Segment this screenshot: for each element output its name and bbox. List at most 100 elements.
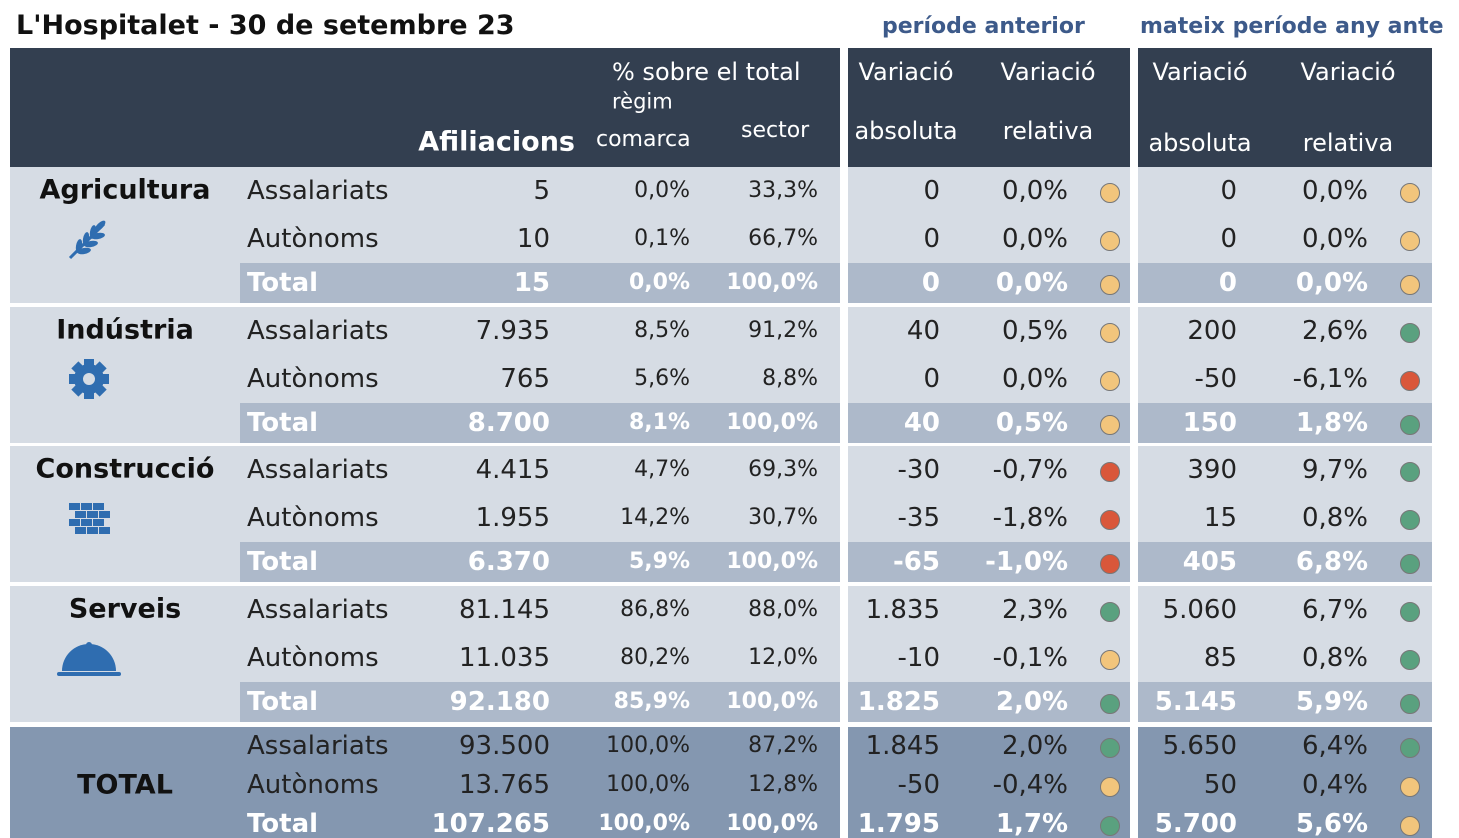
header-variacio: Variació (1300, 58, 1396, 86)
cell-value: 0,0% (628, 270, 690, 295)
cell-value: 81.145 (459, 594, 550, 625)
cell-value: 0,5% (1001, 315, 1068, 346)
cell-value: -0,4% (992, 770, 1068, 800)
status-dot (1100, 183, 1120, 203)
status-dot (1400, 414, 1420, 435)
row-type: Autònoms (247, 224, 379, 254)
cell-value: -10 (897, 642, 940, 673)
header-kind: absoluta (1148, 129, 1252, 157)
cell-value: 33,3% (748, 178, 818, 203)
header-pct: % sobre el total (612, 58, 801, 86)
cell-value: 92.180 (449, 686, 550, 717)
status-dot (1100, 777, 1120, 797)
cell-value: 8,8% (762, 365, 818, 391)
cell-value: 8,1% (628, 409, 690, 435)
cell-value: 765 (500, 363, 550, 394)
status-dot (1100, 510, 1120, 530)
status-dot (1100, 414, 1120, 435)
cell-value: 69,3% (748, 457, 818, 482)
cell-value: 200 (1187, 315, 1237, 346)
cell-value: 0 (923, 224, 940, 254)
cell-value: 0,0% (634, 178, 690, 203)
cell-value: 30,7% (748, 505, 818, 530)
cell-value: 6,7% (1301, 594, 1368, 625)
sector-icon (64, 354, 114, 407)
header-bg (848, 48, 1130, 167)
cell-value: 10 (516, 224, 550, 254)
cell-value: -50 (897, 770, 940, 800)
header-afiliacions: Afiliacions (418, 126, 575, 158)
total-bg (1138, 727, 1432, 838)
cell-value: 2,3% (1001, 594, 1068, 625)
cell-value: 100,0% (726, 409, 818, 435)
sector-icon (64, 493, 114, 546)
status-dot (1400, 322, 1420, 343)
cell-value: 87,2% (748, 733, 818, 758)
cell-value: -35 (897, 503, 940, 533)
total-row-bg (1138, 681, 1432, 722)
cell-value: -65 (893, 547, 940, 577)
total-row-bg (848, 542, 1130, 582)
status-dot (1400, 738, 1420, 758)
status-dot (1400, 370, 1420, 391)
cell-value: 1,7% (995, 809, 1068, 838)
cell-value: 6,4% (1301, 731, 1368, 761)
cell-value: 0,8% (1301, 642, 1368, 673)
row-type: Assalariats (247, 594, 389, 625)
cell-value: 1,8% (1295, 407, 1368, 438)
cell-value: 86,8% (620, 596, 690, 622)
cell-value: 5 (533, 176, 550, 206)
header-kind: absoluta (854, 117, 958, 145)
cell-value: 1.955 (475, 503, 550, 533)
cell-value: 40 (906, 315, 940, 346)
cell-value: 2,6% (1301, 315, 1368, 346)
cell-value: 0,5% (995, 407, 1068, 438)
cell-value: 5.145 (1154, 686, 1237, 717)
cell-value: 0 (1218, 268, 1237, 298)
cell-value: 13.765 (459, 770, 550, 800)
cell-value: 93.500 (459, 731, 550, 761)
icon (68, 220, 106, 260)
cell-value: 100,0% (726, 811, 818, 836)
cell-value: 150 (1182, 407, 1237, 438)
cell-value: 15 (513, 268, 550, 298)
cell-value: 2,0% (995, 686, 1068, 717)
sector-icon (54, 633, 124, 686)
cell-value: 0,0% (1295, 268, 1368, 298)
cell-value: 5.650 (1162, 731, 1237, 761)
status-dot (1100, 370, 1120, 391)
header-comarca: comarca (596, 127, 691, 152)
status-dot (1400, 183, 1420, 203)
header-variacio: Variació (858, 58, 954, 86)
header-variacio: Variació (1152, 58, 1248, 86)
cell-value: 14,2% (620, 505, 690, 530)
cell-value: -0,1% (992, 642, 1068, 673)
total-row-bg (1138, 542, 1432, 582)
cell-value: 12,8% (748, 772, 818, 797)
header-kind: relativa (1002, 117, 1094, 145)
total-row-bg (240, 681, 840, 722)
cell-value: 390 (1187, 455, 1237, 485)
status-dot (1400, 462, 1420, 482)
sector-name: Agricultura (39, 174, 211, 206)
row-type: Autònoms (247, 363, 379, 394)
status-dot (1100, 601, 1120, 622)
cell-value: 91,2% (748, 317, 818, 343)
cell-value: 85,9% (613, 688, 690, 714)
total-row-bg (240, 402, 840, 443)
cell-value: 4,7% (634, 457, 690, 482)
sector-icon (64, 214, 114, 267)
cell-value: 0,0% (1301, 224, 1368, 254)
cell-value: 6.370 (467, 547, 550, 577)
header-bg (10, 48, 840, 167)
cell-value: 15 (1203, 503, 1237, 533)
status-dot (1400, 231, 1420, 251)
cell-value: 12,0% (748, 644, 818, 670)
icon (57, 641, 121, 676)
cell-value: -1,8% (992, 503, 1068, 533)
cell-value: 5.700 (1154, 809, 1237, 838)
status-dot (1100, 816, 1120, 836)
status-dot (1100, 231, 1120, 251)
cell-value: 0,1% (634, 226, 690, 251)
cell-value: 8.700 (467, 407, 550, 438)
